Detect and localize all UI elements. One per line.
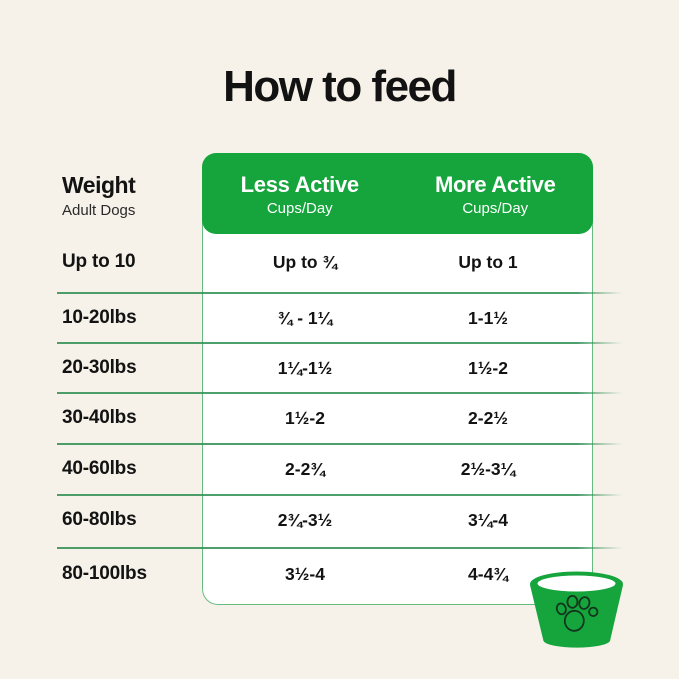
dog-bowl-icon bbox=[530, 571, 623, 648]
weight-column-subtitle: Adult Dogs bbox=[62, 202, 136, 219]
less-active-cell: Up to ¾ bbox=[272, 252, 338, 272]
weight-column-title: Weight bbox=[62, 172, 136, 198]
weight-cell: 60-80lbs bbox=[62, 509, 137, 530]
less-active-cell: ¾ - 1¼ bbox=[277, 308, 333, 328]
less-active-cell: 2-2¾ bbox=[285, 459, 325, 479]
table-row: 20-30lbs 1¼-1½ 1½-2 bbox=[0, 355, 679, 381]
row-divider bbox=[57, 494, 622, 496]
less-active-unit: Cups/Day bbox=[266, 200, 333, 217]
more-active-unit: Cups/Day bbox=[462, 200, 529, 217]
weight-cell: 80-100lbs bbox=[62, 563, 147, 584]
less-active-label: Less Active bbox=[240, 172, 359, 197]
column-header-less-active: Less Active Cups/Day bbox=[202, 170, 398, 217]
table-header: Less Active Cups/Day More Active Cups/Da… bbox=[202, 153, 593, 234]
weight-cell: 10-20lbs bbox=[62, 307, 137, 328]
less-active-cell: 3½-4 bbox=[285, 564, 325, 584]
more-active-label: More Active bbox=[434, 172, 556, 197]
row-divider bbox=[57, 392, 622, 394]
paw-icon bbox=[555, 594, 599, 632]
less-active-cell: 1½-2 bbox=[285, 408, 325, 428]
row-divider bbox=[57, 443, 622, 445]
table-row: 30-40lbs 1½-2 2-2½ bbox=[0, 405, 679, 431]
more-active-cell: 4-4¾ bbox=[468, 564, 508, 584]
weight-cell: 40-60lbs bbox=[62, 458, 137, 479]
column-header-more-active: More Active Cups/Day bbox=[398, 170, 594, 217]
more-active-cell: 2-2½ bbox=[468, 408, 508, 428]
more-active-cell: 1-1½ bbox=[468, 308, 508, 328]
table-row: 80-100lbs 3½-4 4-4¾ bbox=[0, 561, 679, 587]
table-row: 10-20lbs ¾ - 1¼ 1-1½ bbox=[0, 305, 679, 331]
row-divider bbox=[57, 342, 622, 344]
more-active-cell: 3¼-4 bbox=[468, 510, 508, 530]
table-row: 60-80lbs 2¾-3½ 3¼-4 bbox=[0, 507, 679, 533]
weight-cell: 20-30lbs bbox=[62, 357, 137, 378]
table-row: 40-60lbs 2-2¾ 2½-3¼ bbox=[0, 456, 679, 482]
page-title: How to feed bbox=[223, 62, 457, 111]
table-row: Up to 10 Up to ¾ Up to 1 bbox=[0, 249, 679, 275]
less-active-cell: 2¾-3½ bbox=[277, 510, 333, 530]
more-active-cell: 2½-3¼ bbox=[460, 459, 516, 479]
row-divider bbox=[57, 547, 622, 549]
less-active-cell: 1¼-1½ bbox=[277, 358, 333, 378]
row-divider bbox=[57, 292, 622, 294]
weight-column-header: Weight Adult Dogs bbox=[62, 172, 136, 219]
more-active-cell: 1½-2 bbox=[468, 358, 508, 378]
weight-cell: 30-40lbs bbox=[62, 407, 137, 428]
weight-cell: Up to 10 bbox=[62, 251, 136, 272]
more-active-cell: Up to 1 bbox=[458, 252, 518, 272]
